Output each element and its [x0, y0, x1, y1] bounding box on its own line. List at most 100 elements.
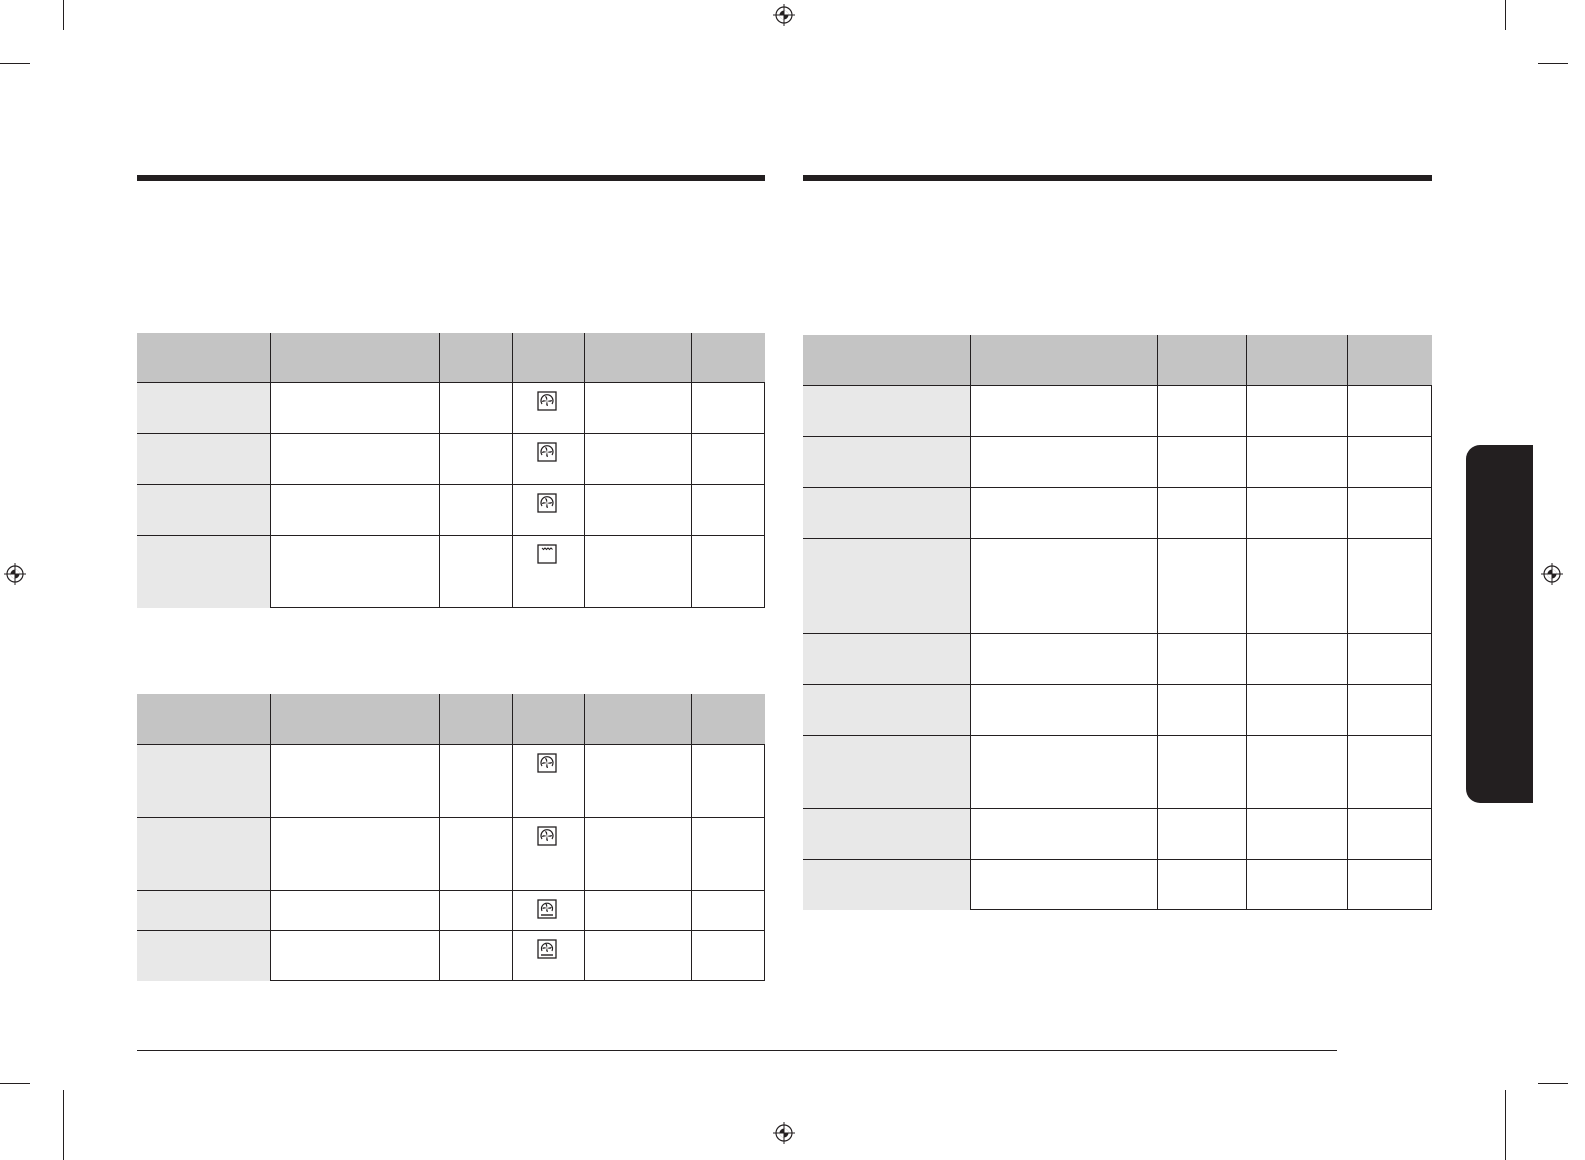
table-cell — [584, 382, 692, 434]
table-cell — [512, 433, 585, 485]
table-cell — [970, 436, 1158, 488]
table-cell — [440, 535, 513, 608]
table-cell — [691, 745, 765, 818]
fan-icon — [536, 752, 557, 773]
table-cell — [1347, 488, 1432, 539]
header-cell — [1347, 334, 1432, 386]
table-cell — [136, 484, 271, 536]
header-cell — [584, 332, 692, 383]
header-cell — [270, 332, 440, 383]
table-cell — [1246, 538, 1348, 634]
table-cell — [970, 808, 1158, 860]
table-cell — [512, 382, 585, 434]
fan-icon — [536, 492, 557, 513]
registration-mark-icon — [1541, 563, 1563, 585]
table-cell — [1347, 634, 1432, 685]
table-cell — [1246, 633, 1348, 685]
crop-mark — [1505, 1090, 1506, 1160]
header-cell — [970, 334, 1158, 386]
table-3 — [802, 334, 1432, 910]
fan-icon — [536, 390, 557, 411]
table-cell — [1157, 487, 1247, 539]
table-cell — [1347, 809, 1432, 860]
table-cell — [802, 633, 971, 685]
table-cell — [691, 891, 765, 931]
table-cell — [970, 684, 1158, 736]
table-cell — [439, 382, 513, 434]
table-cell — [1157, 808, 1247, 860]
table-cell — [1158, 859, 1247, 910]
table-cell — [692, 931, 765, 981]
table-cell — [970, 538, 1158, 634]
table-cell — [970, 633, 1158, 685]
table-cell — [691, 434, 765, 485]
table-cell — [1246, 808, 1348, 860]
table-cell — [584, 433, 692, 485]
header-cell — [802, 334, 971, 386]
table-cell — [1246, 735, 1348, 809]
header-cell — [691, 693, 765, 745]
table-cell — [1347, 437, 1432, 488]
table-cell — [439, 433, 513, 485]
table-cell — [1157, 436, 1247, 488]
table-cell — [271, 930, 440, 981]
header-cell — [1157, 334, 1247, 386]
table-cell — [802, 385, 971, 437]
table-cell — [971, 859, 1158, 910]
table-cell — [136, 433, 271, 485]
table-cell — [136, 382, 271, 434]
table-cell — [802, 808, 971, 860]
footer-rule — [137, 1050, 1337, 1051]
table-cell — [270, 484, 440, 536]
table-cell — [802, 735, 971, 809]
table-cell — [136, 535, 271, 608]
fan-bottom-heat-icon — [536, 938, 557, 959]
table-cell — [1246, 385, 1348, 437]
table-cell — [1247, 859, 1348, 910]
table-cell — [513, 535, 585, 608]
table-cell — [439, 817, 513, 891]
table-cell — [1157, 684, 1247, 736]
crop-mark — [0, 1083, 30, 1084]
table-cell — [1348, 860, 1432, 910]
table-cell — [439, 890, 513, 931]
table-cell — [802, 538, 971, 634]
crop-mark — [1538, 63, 1568, 64]
table-cell — [136, 744, 271, 818]
table-cell — [584, 817, 692, 891]
header-cell — [136, 693, 271, 745]
table-cell — [970, 487, 1158, 539]
registration-mark-icon — [773, 1122, 795, 1144]
table-1 — [136, 332, 765, 608]
section-rule-left — [137, 175, 765, 181]
section-rule-right — [803, 175, 1432, 181]
table-cell — [136, 817, 271, 891]
table-cell — [802, 436, 971, 488]
crop-mark — [1505, 0, 1506, 30]
table-cell — [970, 385, 1158, 437]
table-cell — [691, 485, 765, 536]
table-cell — [1347, 736, 1432, 809]
crop-mark — [63, 1090, 64, 1160]
header-cell — [439, 693, 513, 745]
table-cell — [270, 890, 440, 931]
fan-icon — [536, 441, 557, 462]
table-cell — [1157, 385, 1247, 437]
table-cell — [1246, 487, 1348, 539]
table-cell — [512, 484, 585, 536]
crop-mark — [1538, 1083, 1568, 1084]
table-cell — [691, 818, 765, 891]
table-cell — [1347, 539, 1432, 634]
table-cell — [585, 930, 692, 981]
table-cell — [270, 817, 440, 891]
table-cell — [439, 484, 513, 536]
table-cell — [513, 930, 585, 981]
top-heat-icon — [536, 543, 557, 564]
table-cell — [585, 535, 692, 608]
header-cell — [439, 332, 513, 383]
table-cell — [1246, 436, 1348, 488]
table-cell — [1157, 538, 1247, 634]
table-cell — [584, 744, 692, 818]
table-cell — [270, 744, 440, 818]
table-cell — [970, 735, 1158, 809]
